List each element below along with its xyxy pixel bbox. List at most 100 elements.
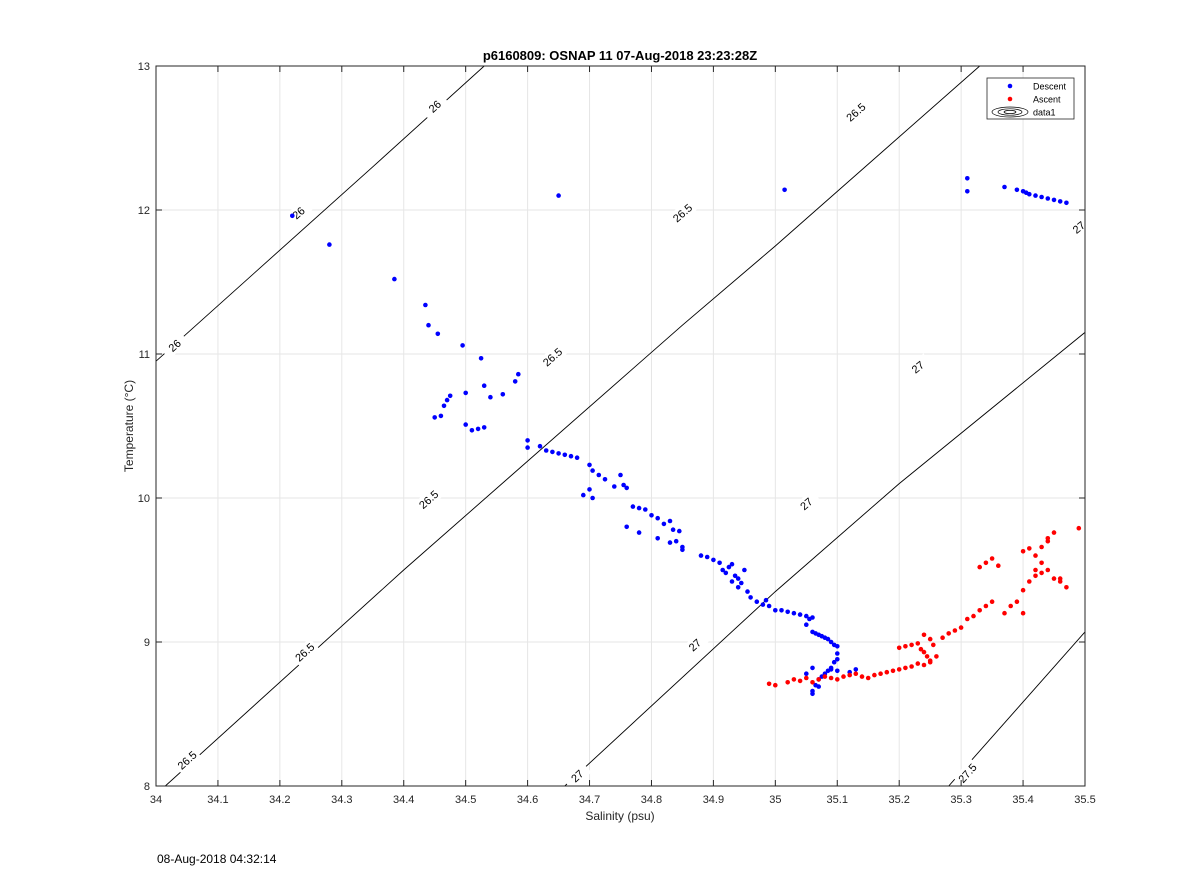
axes-box bbox=[155, 65, 1086, 787]
isopycnal-line bbox=[164, 66, 980, 786]
legend-data1-label: data1 bbox=[1033, 108, 1056, 118]
descent-point bbox=[290, 213, 295, 219]
x-axis-label: Salinity (psu) bbox=[585, 809, 654, 823]
descent-point bbox=[655, 536, 660, 541]
ascent-point bbox=[865, 675, 871, 681]
descent-point bbox=[444, 397, 450, 403]
x-tick-label: 34.3 bbox=[331, 794, 352, 806]
descent-point bbox=[1039, 194, 1044, 200]
y-tick-label: 10 bbox=[138, 493, 150, 505]
descent-point bbox=[469, 428, 475, 433]
ascent-point bbox=[977, 564, 982, 570]
descent-point bbox=[804, 613, 809, 619]
descent-point bbox=[735, 585, 741, 590]
ascent-point bbox=[1033, 553, 1038, 558]
isopycnal-label: 27 bbox=[910, 359, 927, 376]
isopycnal-label-bg bbox=[420, 92, 450, 121]
ascent-point bbox=[896, 667, 902, 672]
series-descent bbox=[290, 176, 1069, 697]
descent-point bbox=[828, 639, 834, 645]
ascent-point bbox=[1051, 530, 1057, 535]
descent-point bbox=[602, 477, 608, 482]
ascent-point bbox=[1020, 587, 1026, 593]
isopycnal-line bbox=[564, 332, 1085, 786]
y-tick-label: 12 bbox=[138, 205, 150, 217]
descent-point bbox=[754, 599, 760, 604]
isopycnal-label: 27 bbox=[1071, 220, 1088, 237]
descent-point bbox=[655, 515, 660, 521]
series-ascent bbox=[766, 525, 1082, 688]
descent-point bbox=[785, 609, 790, 615]
y-axis-label: Temperature (°C) bbox=[122, 380, 136, 472]
ascent-point bbox=[847, 672, 852, 678]
descent-point bbox=[704, 554, 710, 560]
descent-point bbox=[643, 507, 648, 512]
descent-point bbox=[587, 487, 592, 492]
descent-point bbox=[432, 415, 438, 420]
descent-point bbox=[739, 580, 744, 586]
descent-point bbox=[624, 485, 629, 491]
ascent-point bbox=[785, 680, 790, 685]
ascent-point bbox=[1027, 579, 1032, 584]
descent-point bbox=[1033, 193, 1038, 198]
x-tick-label: 34.4 bbox=[393, 794, 414, 806]
x-tick-label: 35.2 bbox=[888, 794, 909, 806]
descent-point bbox=[698, 553, 704, 558]
legend-descent-marker bbox=[1007, 83, 1013, 89]
isopycnal-line bbox=[156, 66, 485, 362]
descent-point bbox=[590, 468, 595, 473]
ascent-point bbox=[1020, 610, 1026, 616]
legend-ascent-label: Ascent bbox=[1033, 95, 1061, 105]
descent-point bbox=[680, 547, 685, 553]
descent-point bbox=[717, 560, 722, 566]
x-tick-label: 34 bbox=[150, 794, 162, 806]
ascent-point bbox=[1045, 567, 1051, 573]
ascent-point bbox=[1039, 560, 1044, 566]
ascent-point bbox=[903, 665, 908, 671]
legend-descent-label: Descent bbox=[1033, 82, 1067, 92]
isopycnal-label-bg bbox=[160, 331, 189, 360]
legend[interactable]: Descent Ascent data1 bbox=[986, 77, 1075, 120]
descent-point bbox=[835, 651, 840, 656]
ascent-point bbox=[921, 662, 927, 668]
isopycnal-label-bg bbox=[680, 630, 710, 659]
descent-point bbox=[831, 659, 837, 665]
isopycnal-label-bg bbox=[791, 489, 821, 518]
descent-point bbox=[636, 530, 642, 535]
isopycnal-label-bg bbox=[414, 485, 443, 514]
descent-point bbox=[481, 383, 487, 389]
descent-point bbox=[760, 602, 766, 607]
isopycnal-label-bg bbox=[841, 98, 871, 126]
ascent-point bbox=[1008, 603, 1013, 609]
descent-point bbox=[965, 176, 970, 181]
descent-point bbox=[478, 356, 484, 361]
isopycnal-label-bg bbox=[290, 638, 319, 666]
descent-point bbox=[550, 449, 555, 455]
chart-title: p6160809: OSNAP 11 07-Aug-2018 23:23:28Z bbox=[483, 48, 757, 63]
descent-point bbox=[661, 521, 667, 527]
isopycnal-label-bg bbox=[562, 761, 592, 790]
descent-point bbox=[729, 579, 735, 584]
descent-point bbox=[488, 394, 493, 400]
descent-point bbox=[779, 608, 784, 613]
ascent-point bbox=[1045, 536, 1051, 541]
descent-point bbox=[825, 636, 831, 642]
descent-point bbox=[447, 393, 453, 399]
descent-point bbox=[327, 242, 332, 247]
ascent-point bbox=[1057, 576, 1063, 581]
descent-point bbox=[735, 576, 741, 581]
descent-point bbox=[441, 403, 447, 409]
descent-point bbox=[587, 462, 592, 468]
descent-point bbox=[1064, 200, 1069, 206]
descent-point bbox=[835, 668, 840, 674]
descent-point bbox=[435, 331, 441, 337]
legend-ascent-marker bbox=[1007, 96, 1013, 102]
ascent-point bbox=[816, 677, 821, 682]
ascent-point bbox=[878, 671, 883, 676]
axis-ticks: 34 34.1 34.2 34.3 34.4 34.5 34.6 34.7 34.8 34.9 35… bbox=[138, 61, 1096, 806]
ascent-point bbox=[921, 632, 927, 638]
descent-point bbox=[392, 276, 397, 282]
descent-point bbox=[438, 413, 444, 419]
ascent-point bbox=[927, 659, 933, 665]
descent-point bbox=[773, 608, 778, 613]
